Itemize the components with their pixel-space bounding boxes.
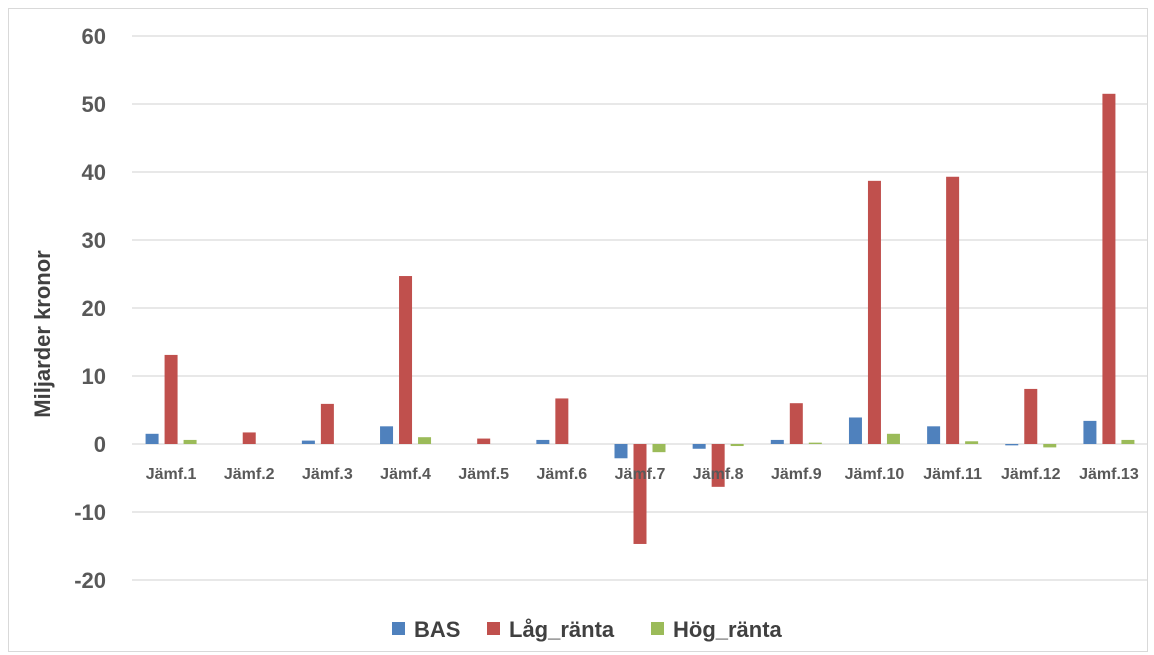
y-tick-label: -20: [74, 568, 106, 593]
x-tick-label: Jämf.4: [380, 466, 431, 483]
legend-label: Låg_ränta: [509, 617, 615, 642]
bar-l-g-r-nta-8: [711, 444, 725, 487]
legend-label: BAS: [414, 617, 460, 642]
x-tick-label: Jämf.10: [845, 466, 905, 483]
bar-l-g-r-nta-4: [399, 276, 413, 444]
legend-swatch: [487, 622, 500, 635]
bar-bas-7: [614, 444, 628, 459]
legend: BAS Låg_ränta Hög_ränta: [392, 617, 783, 642]
bar-bas-4: [380, 426, 394, 444]
x-tick-label: Jämf.11: [923, 466, 982, 483]
bar-l-g-r-nta-3: [320, 403, 334, 444]
bar-h-g-r-nta-11: [965, 441, 979, 444]
y-tick-label: 10: [82, 364, 106, 389]
x-tick-label: Jämf.7: [615, 466, 666, 483]
legend-swatch: [392, 622, 405, 635]
y-axis-title: Miljarder kronor: [30, 250, 55, 418]
legend-swatch: [651, 622, 664, 635]
bar-l-g-r-nta-12: [1024, 388, 1038, 444]
bar-bas-3: [301, 440, 315, 444]
bar-l-g-r-nta-5: [477, 438, 491, 444]
y-tick-label: 60: [82, 24, 106, 49]
x-tick-label: Jämf.12: [1001, 466, 1061, 483]
y-axis-ticks: 60 50 40 30 20 10 0 -10 -20: [74, 24, 106, 593]
x-tick-label: Jämf.5: [458, 466, 509, 483]
x-tick-label: Jämf.9: [771, 466, 822, 483]
x-tick-label: Jämf.13: [1079, 466, 1139, 483]
bar-bas-9: [770, 439, 784, 444]
x-tick-label: Jämf.3: [302, 466, 353, 483]
y-tick-label: 30: [82, 228, 106, 253]
bar-bas-10: [848, 417, 862, 444]
bar-bas-8: [692, 444, 706, 449]
bar-bas-1: [145, 433, 159, 444]
bar-l-g-r-nta-6: [555, 398, 569, 444]
x-tick-label: Jämf.2: [224, 466, 275, 483]
bars: [145, 93, 1135, 544]
x-axis-ticks: Jämf.1 Jämf.2 Jämf.3 Jämf.4 Jämf.5 Jämf.6 Jämf…: [146, 466, 1139, 483]
bar-h-g-r-nta-7: [652, 444, 666, 453]
y-tick-label: 20: [82, 296, 106, 321]
bar-l-g-r-nta-11: [946, 176, 960, 444]
bar-bas-13: [1083, 420, 1097, 444]
bar-h-g-r-nta-1: [183, 439, 197, 444]
x-tick-label: Jämf.6: [536, 466, 587, 483]
bar-bas-6: [536, 439, 550, 444]
bar-l-g-r-nta-9: [789, 403, 803, 444]
x-tick-label: Jämf.8: [693, 466, 744, 483]
bar-h-g-r-nta-9: [808, 442, 822, 444]
y-tick-label: 50: [82, 92, 106, 117]
bar-bas-12: [1005, 444, 1019, 446]
bar-h-g-r-nta-8: [730, 444, 744, 447]
bar-l-g-r-nta-7: [633, 444, 647, 544]
legend-label: Hög_ränta: [673, 617, 783, 642]
y-tick-label: -10: [74, 500, 106, 525]
x-tick-label: Jämf.1: [146, 466, 197, 483]
bar-h-g-r-nta-12: [1043, 444, 1057, 448]
bar-h-g-r-nta-10: [886, 433, 900, 444]
y-tick-label: 0: [94, 432, 106, 457]
bar-l-g-r-nta-13: [1102, 93, 1116, 445]
gridlines: [132, 35, 1148, 581]
y-tick-label: 40: [82, 160, 106, 185]
bar-h-g-r-nta-13: [1121, 439, 1135, 444]
bar-h-g-r-nta-4: [418, 437, 432, 444]
bar-l-g-r-nta-10: [867, 180, 881, 444]
bar-l-g-r-nta-1: [164, 354, 178, 444]
bar-l-g-r-nta-2: [242, 432, 256, 444]
bar-bas-11: [927, 426, 941, 444]
